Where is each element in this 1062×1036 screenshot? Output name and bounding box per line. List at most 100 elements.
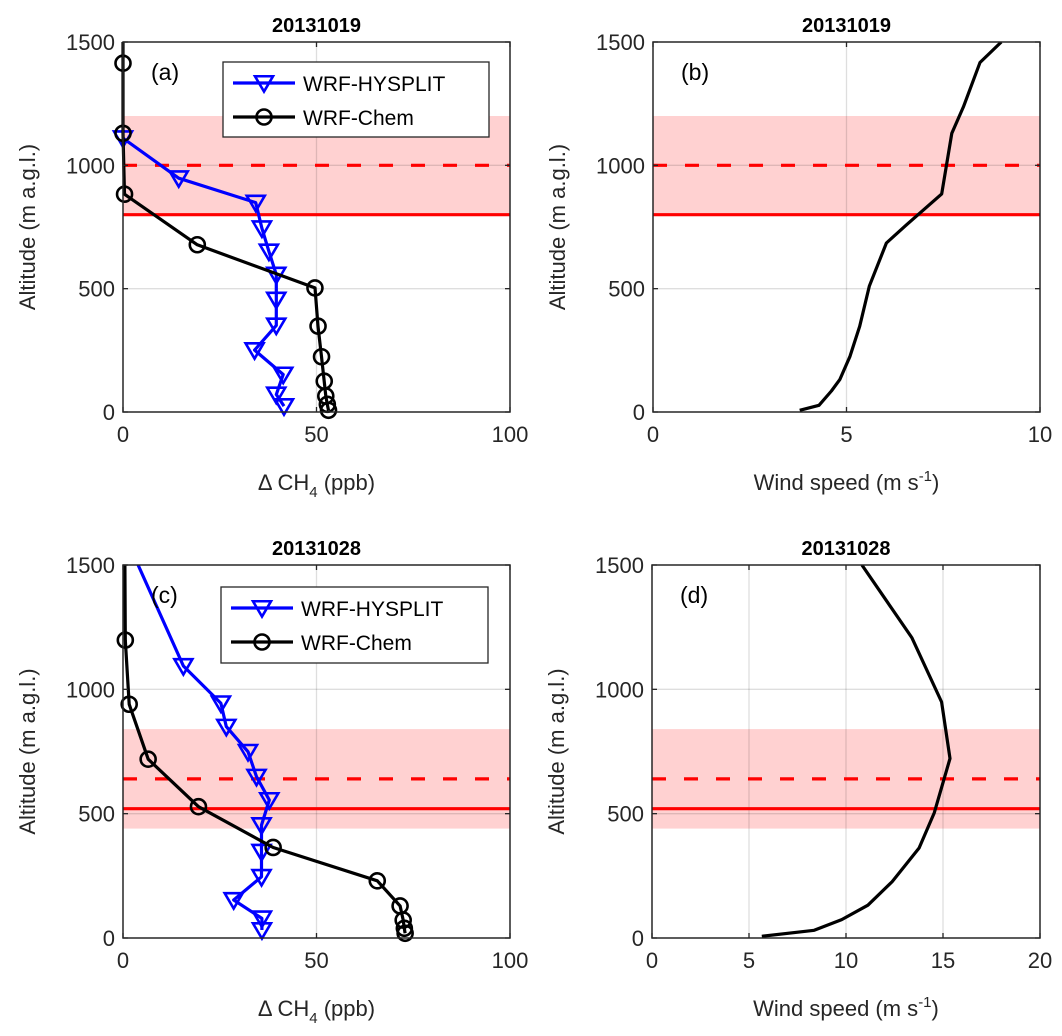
data-point-triangle [258, 791, 281, 812]
data-point-triangle [250, 910, 274, 930]
y-tick-label: 0 [103, 926, 115, 951]
x-tick-label: 0 [117, 422, 129, 447]
x-tick-label: 100 [492, 422, 529, 447]
series-wind-speed [761, 565, 952, 938]
legend-marker-triangle [250, 599, 274, 620]
series-line [799, 42, 1003, 412]
panel-label: (b) [681, 59, 709, 85]
data-point-triangle [245, 768, 268, 788]
y-tick-label: 0 [632, 926, 644, 951]
data-point-circle [188, 235, 207, 254]
y-tick-label: 1000 [66, 677, 115, 702]
legend: WRF-HYSPLIT WRF-Chem [220, 586, 489, 664]
x-axis-label: Wind speed (m s-1) [753, 994, 939, 1021]
x-axis-label-subscript: 4 [309, 1010, 317, 1027]
legend-box [220, 586, 489, 664]
y-tick-label: 0 [633, 400, 645, 425]
panel-label: (c) [151, 582, 178, 608]
x-axis-label-tail: (ppb) [318, 470, 375, 495]
data-point-circle [189, 797, 208, 816]
data-point-triangle [271, 366, 295, 386]
x-axis-label-tail: ) [932, 470, 939, 495]
data-point-circle [312, 347, 331, 366]
data-point-triangle [264, 386, 288, 406]
series-wrf-hysplit [111, 130, 296, 418]
x-axis-label-superscript: -1 [918, 994, 931, 1011]
data-point-triangle [215, 718, 238, 738]
data-point-triangle [250, 220, 274, 240]
data-point-triangle [264, 317, 288, 337]
legend-label: WRF-Chem [303, 107, 414, 130]
x-tick-label: 50 [304, 422, 328, 447]
y-tick-label: 500 [78, 277, 115, 302]
y-axis-label: Altitude (m a.g.l.) [544, 668, 569, 834]
data-point-triangle [244, 194, 268, 214]
x-tick-label: 100 [492, 948, 529, 973]
y-axis-label: Altitude (m a.g.l.) [15, 668, 40, 834]
y-tick-label: 1000 [66, 153, 115, 178]
x-axis-label-main: Δ CH [258, 996, 309, 1021]
x-axis-label-tail: ) [932, 996, 939, 1021]
x-tick-label: 5 [840, 422, 852, 447]
panel-1: 0 5 10 0 500 1000 1500 20131019 (b) Wind speed (m… [545, 15, 1052, 495]
x-axis-label-main: Δ CH [258, 470, 309, 495]
y-tick-label: 1500 [66, 553, 115, 578]
panel-label: (a) [151, 59, 179, 85]
legend-label: WRF-HYSPLIT [303, 73, 446, 96]
data-point-triangle [250, 921, 274, 942]
x-tick-label: 10 [1028, 422, 1052, 447]
data-point-circle [116, 631, 135, 649]
x-tick-label: 5 [743, 948, 755, 973]
legend-marker-circle [253, 633, 271, 651]
data-point-triangle [167, 170, 191, 190]
y-tick-label: 500 [607, 802, 644, 827]
y-tick-label: 1000 [595, 677, 644, 702]
data-point-circle [306, 279, 324, 297]
data-point-circle [319, 401, 338, 420]
y-tick-label: 0 [103, 400, 115, 425]
y-tick-label: 1500 [596, 30, 645, 55]
x-axis-label-main: Wind speed (m s [754, 470, 919, 495]
data-point-circle [120, 695, 138, 714]
legend-marker-triangle [252, 74, 276, 95]
data-point-triangle [272, 398, 296, 418]
data-point-triangle [243, 342, 266, 362]
y-tick-label: 500 [78, 802, 115, 827]
panel-3: 0 5 10 15 20 0 500 1000 1500 20131028 (d) Wind spee… [544, 538, 1052, 1021]
y-axis-label: Altitude (m a.g.l.) [15, 144, 40, 310]
x-tick-label: 50 [304, 948, 328, 973]
x-axis-label: Δ CH4 (ppb) [258, 470, 375, 501]
chart-title: 20131019 [272, 15, 361, 37]
data-point-circle [264, 838, 282, 857]
data-point-triangle [236, 743, 260, 763]
data-point-circle [309, 317, 327, 335]
data-point-triangle [264, 291, 288, 311]
data-point-circle [394, 911, 412, 929]
chart-title: 20131028 [802, 538, 891, 560]
series-line [136, 565, 271, 930]
x-tick-label: 0 [647, 422, 659, 447]
x-tick-label: 15 [931, 948, 955, 973]
data-point-circle [396, 924, 414, 943]
x-tick-label: 0 [646, 948, 658, 973]
legend-marker-circle [255, 108, 273, 126]
x-axis-label: Δ CH4 (ppb) [258, 996, 375, 1027]
x-axis-label: Wind speed (m s-1) [754, 468, 940, 495]
data-point-circle [115, 185, 134, 203]
y-axis-label: Altitude (m a.g.l.) [545, 144, 570, 310]
data-point-triangle [209, 695, 233, 715]
chart-title: 20131019 [802, 15, 891, 37]
data-point-circle [139, 750, 157, 769]
y-tick-label: 1000 [596, 153, 645, 178]
chart-title: 20131028 [272, 538, 361, 560]
x-axis-label-superscript: -1 [919, 468, 932, 485]
data-point-circle [368, 872, 387, 890]
series-line [123, 565, 407, 934]
data-point-triangle [172, 657, 195, 678]
data-point-triangle [222, 891, 245, 912]
series-line [122, 136, 286, 407]
x-axis-label-subscript: 4 [309, 484, 317, 501]
